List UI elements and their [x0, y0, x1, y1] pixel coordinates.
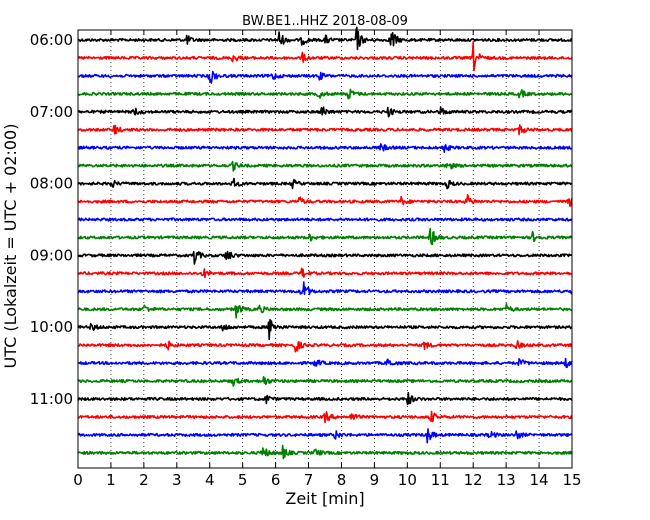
x-tick-label: 5 [238, 471, 248, 489]
chart-title: BW.BE1..HHZ 2018-08-09 [242, 14, 408, 29]
x-tick-label: 3 [172, 471, 182, 489]
y-tick-label: 09:00 [30, 246, 73, 264]
x-tick-label: 15 [562, 471, 581, 489]
trace-0845 [77, 227, 573, 246]
trace-0800 [77, 177, 573, 190]
x-tick-label: 7 [304, 471, 314, 489]
trace-1030 [77, 357, 573, 369]
y-axis-label: UTC (Lokalzeit = UTC + 02:00) [1, 124, 20, 369]
x-tick-label: 8 [337, 471, 347, 489]
trace-0715 [77, 124, 573, 136]
plot-frame [77, 29, 573, 469]
trace-1145 [77, 444, 573, 460]
trace-0830 [77, 217, 573, 222]
trace-1000 [77, 318, 573, 341]
trace-1130 [77, 428, 573, 444]
trace-0815 [77, 194, 573, 207]
trace-0915 [77, 267, 573, 279]
trace-0600 [77, 26, 573, 51]
y-tick-label: 11:00 [30, 390, 73, 408]
y-tick-label: 06:00 [30, 31, 73, 49]
trace-1015 [77, 340, 573, 353]
x-tick-label: 2 [139, 471, 149, 489]
trace-0745 [77, 160, 573, 172]
x-tick-label: 1 [106, 471, 116, 489]
x-axis-label: Zeit [min] [285, 489, 364, 508]
x-tick-label: 10 [398, 471, 417, 489]
y-tick-label: 08:00 [30, 175, 73, 193]
trace-0700 [77, 106, 573, 118]
x-tick-label: 0 [73, 471, 83, 489]
trace-1115 [77, 410, 573, 424]
trace-0630 [77, 70, 573, 84]
x-tick-label: 14 [530, 471, 549, 489]
x-tick-label: 4 [205, 471, 215, 489]
trace-1100 [77, 391, 573, 406]
x-tick-label: 6 [271, 471, 281, 489]
trace-0645 [77, 88, 573, 100]
x-tick-label: 13 [497, 471, 516, 489]
y-tick-label: 07:00 [30, 103, 73, 121]
trace-0730 [77, 143, 573, 153]
x-tick-label: 12 [464, 471, 483, 489]
trace-1045 [77, 376, 573, 387]
y-tick-label: 10:00 [30, 318, 73, 336]
trace-0945 [77, 302, 573, 319]
trace-0930 [77, 281, 573, 296]
trace-0900 [77, 250, 573, 265]
x-tick-label: 9 [370, 471, 380, 489]
trace-layer [77, 26, 573, 460]
y-axis: 06:00 07:00 08:00 09:00 10:00 11:00 [30, 31, 572, 408]
trace-0615 [77, 41, 573, 72]
x-axis: 0 1 2 3 4 5 6 7 8 9 10 11 12 13 14 15 [73, 30, 582, 489]
x-tick-label: 11 [431, 471, 450, 489]
